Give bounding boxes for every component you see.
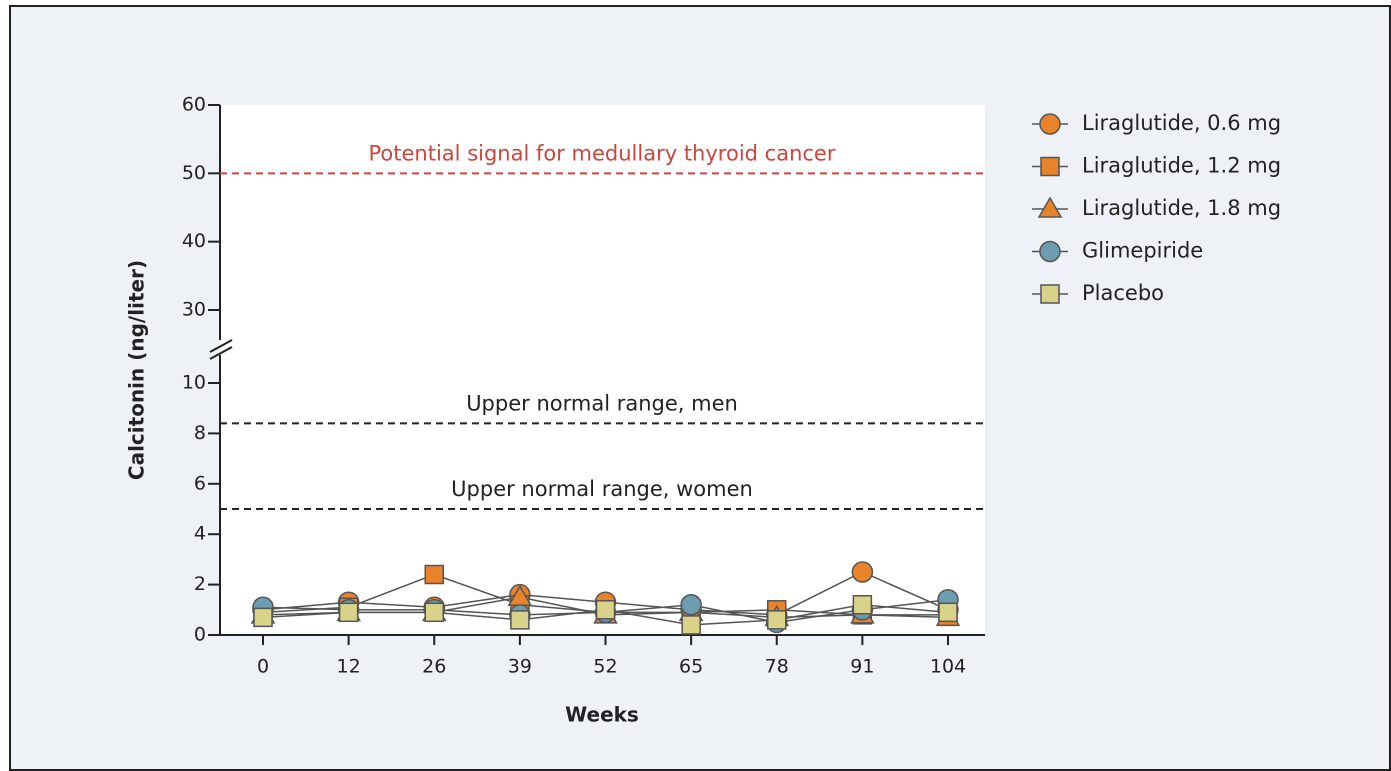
data-point (510, 610, 530, 630)
plot-area (220, 105, 985, 635)
x-tick-label: 91 (850, 656, 874, 678)
y-tick-label: 2 (194, 573, 206, 595)
y-tick-label: 10 (182, 372, 206, 394)
data-point (938, 602, 958, 623)
x-tick-label: 78 (765, 656, 789, 678)
x-axis-label: Weeks (565, 703, 639, 727)
legend-label: Liraglutide, 1.8 mg (1082, 196, 1281, 220)
x-tick-label: 65 (679, 656, 703, 678)
y-tick-label: 50 (182, 162, 206, 184)
legend-marker (1040, 156, 1060, 177)
legend-marker (1037, 196, 1063, 218)
x-tick-label: 26 (422, 656, 446, 678)
data-point (595, 600, 616, 620)
y-tick-label: 0 (194, 624, 206, 646)
legend-label: Liraglutide, 0.6 mg (1082, 111, 1281, 135)
x-tick-label: 52 (593, 656, 617, 678)
y-tick-label: 40 (182, 230, 206, 252)
legend-label: Glimepiride (1082, 239, 1203, 263)
y-tick-label: 4 (194, 523, 206, 545)
x-tick-label: 104 (930, 656, 966, 678)
legend-marker (1039, 113, 1061, 135)
reference-label: Potential signal for medullary thyroid c… (369, 141, 836, 165)
x-tick-label: 12 (337, 656, 361, 678)
y-axis-label: Calcitonin (ng/liter) (125, 260, 149, 480)
axis-break (209, 346, 233, 360)
reference-label: Upper normal range, women (451, 477, 753, 501)
data-point (680, 594, 702, 616)
y-tick-label: 6 (194, 472, 206, 494)
y-tick-label: 30 (182, 299, 206, 321)
y-tick-label: 8 (194, 422, 206, 444)
legend-label: Liraglutide, 1.2 mg (1082, 154, 1281, 178)
axis-break (209, 339, 233, 353)
data-point (852, 595, 873, 615)
reference-label: Upper normal range, men (466, 391, 738, 415)
x-tick-label: 39 (508, 656, 532, 678)
data-point (424, 602, 444, 623)
data-point (253, 607, 273, 628)
data-point (767, 610, 787, 630)
data-point (851, 561, 874, 583)
y-tick-label: 60 (182, 94, 206, 116)
legend-label: Placebo (1082, 281, 1164, 305)
data-point (424, 564, 444, 585)
data-point (681, 615, 701, 635)
legend-marker (1039, 240, 1061, 263)
data-point (338, 602, 359, 623)
x-tick-label: 0 (257, 656, 269, 678)
legend-marker (1040, 284, 1060, 304)
